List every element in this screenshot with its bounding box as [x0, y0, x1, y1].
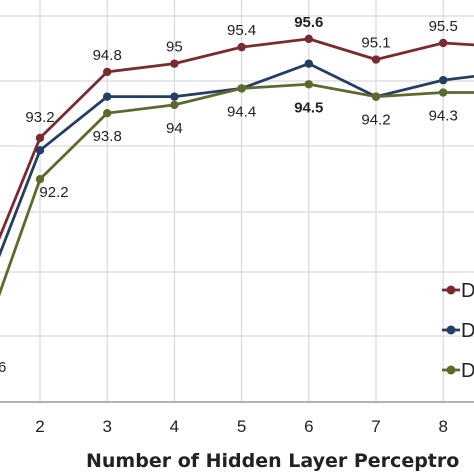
data-label: 95.4	[227, 22, 256, 39]
x-tick-label: 5	[237, 417, 246, 436]
data-point	[371, 55, 381, 64]
legend-label: D	[461, 360, 474, 382]
x-tick-label: 4	[170, 417, 179, 436]
data-label: 92.2	[39, 184, 68, 201]
data-point	[439, 88, 448, 97]
data-label: 94.3	[429, 108, 458, 125]
x-tick-labels: 2 3 4 5 6 7 8	[35, 417, 448, 436]
data-point	[304, 59, 313, 68]
data-point	[103, 67, 112, 77]
legend-label: D	[461, 320, 474, 342]
legend: DDD	[442, 280, 474, 382]
clipped-data-label: 6	[0, 359, 6, 376]
data-point	[439, 38, 448, 48]
data-point	[170, 92, 179, 101]
data-label: 95.6	[294, 14, 323, 31]
data-label: 93.2	[25, 109, 54, 126]
data-point	[35, 146, 45, 155]
data-label: 94.2	[361, 112, 390, 129]
x-tick-label: 7	[371, 417, 380, 436]
legend-swatch-marker	[446, 325, 456, 335]
data-point	[371, 92, 381, 101]
x-tick-label: 8	[438, 417, 447, 436]
data-label: 94.4	[227, 103, 256, 120]
data-label: 95.5	[429, 18, 458, 35]
data-point	[237, 84, 246, 93]
data-point	[304, 34, 313, 44]
data-point	[35, 174, 45, 184]
data-label: 95.1	[361, 35, 390, 52]
data-point	[103, 92, 112, 101]
data-point	[103, 108, 112, 118]
data-label: 94	[166, 120, 183, 137]
legend-swatch-marker	[446, 285, 456, 295]
data-labels: 93.2 94.8 95 95.4 95.6 95.1 95.5 92.2 93.8 94 94.4…	[25, 14, 457, 201]
data-label: 95	[166, 39, 183, 56]
data-label: 94.8	[93, 47, 122, 64]
series-line-1	[0, 37, 474, 240]
data-point	[237, 42, 246, 52]
data-point	[35, 133, 45, 143]
data-label: 93.8	[93, 128, 122, 145]
x-tick-label: 2	[35, 417, 44, 436]
data-label: 94.5	[294, 99, 323, 116]
legend-swatch-marker	[446, 365, 456, 375]
data-point	[439, 75, 448, 85]
data-point	[304, 80, 313, 89]
gridlines	[0, 0, 474, 402]
legend-label: D	[461, 280, 474, 302]
series-layer	[0, 34, 474, 297]
x-axis-title: Number of Hidden Layer Perceptro	[86, 450, 459, 472]
data-point	[170, 100, 179, 110]
data-point	[170, 59, 179, 68]
x-tick-label: 6	[304, 417, 313, 436]
x-tick-label: 3	[102, 417, 111, 436]
